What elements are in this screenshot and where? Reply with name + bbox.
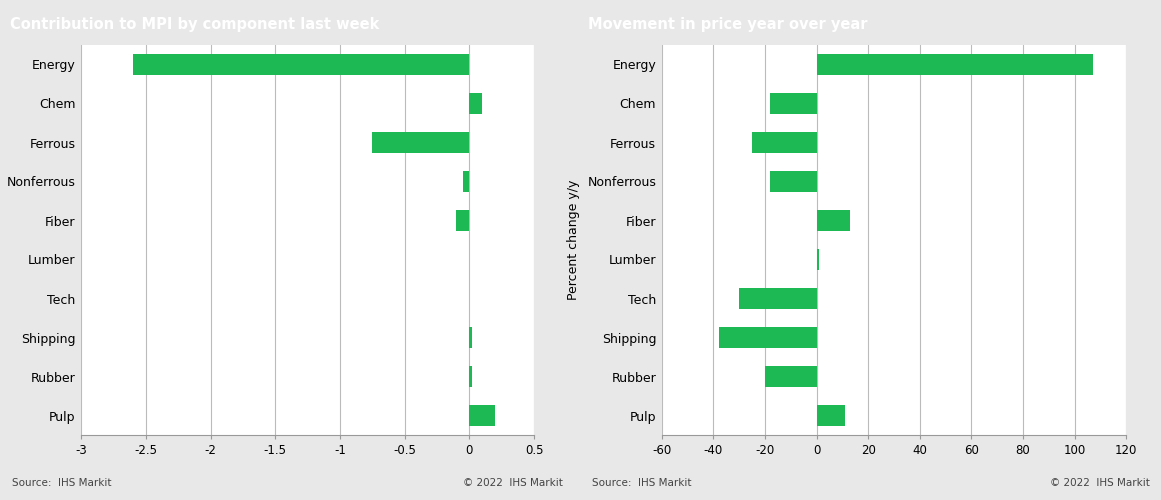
Bar (373, 132, 469, 153)
Bar (770, 171, 816, 192)
Bar (469, 405, 496, 426)
Bar (770, 93, 816, 114)
Y-axis label: Percent change y/y: Percent change y/y (568, 180, 580, 300)
Bar (765, 366, 816, 387)
Bar (816, 210, 850, 231)
Bar (816, 249, 820, 270)
Text: Source:  IHS Markit: Source: IHS Markit (592, 478, 692, 488)
Text: © 2022  IHS Markit: © 2022 IHS Markit (463, 478, 563, 488)
Bar (469, 366, 473, 387)
Bar (816, 405, 845, 426)
Text: Contribution to MPI by component last week: Contribution to MPI by component last we… (10, 17, 380, 32)
Text: Source:  IHS Markit: Source: IHS Markit (12, 478, 111, 488)
Bar (752, 132, 816, 153)
Bar (719, 327, 816, 348)
Text: © 2022  IHS Markit: © 2022 IHS Markit (1050, 478, 1149, 488)
Bar (816, 54, 1093, 75)
Bar (463, 171, 469, 192)
Text: Movement in price year over year: Movement in price year over year (587, 17, 867, 32)
Bar (740, 288, 816, 309)
Bar (456, 210, 469, 231)
Bar (469, 93, 482, 114)
Bar (134, 54, 469, 75)
Bar (469, 327, 473, 348)
